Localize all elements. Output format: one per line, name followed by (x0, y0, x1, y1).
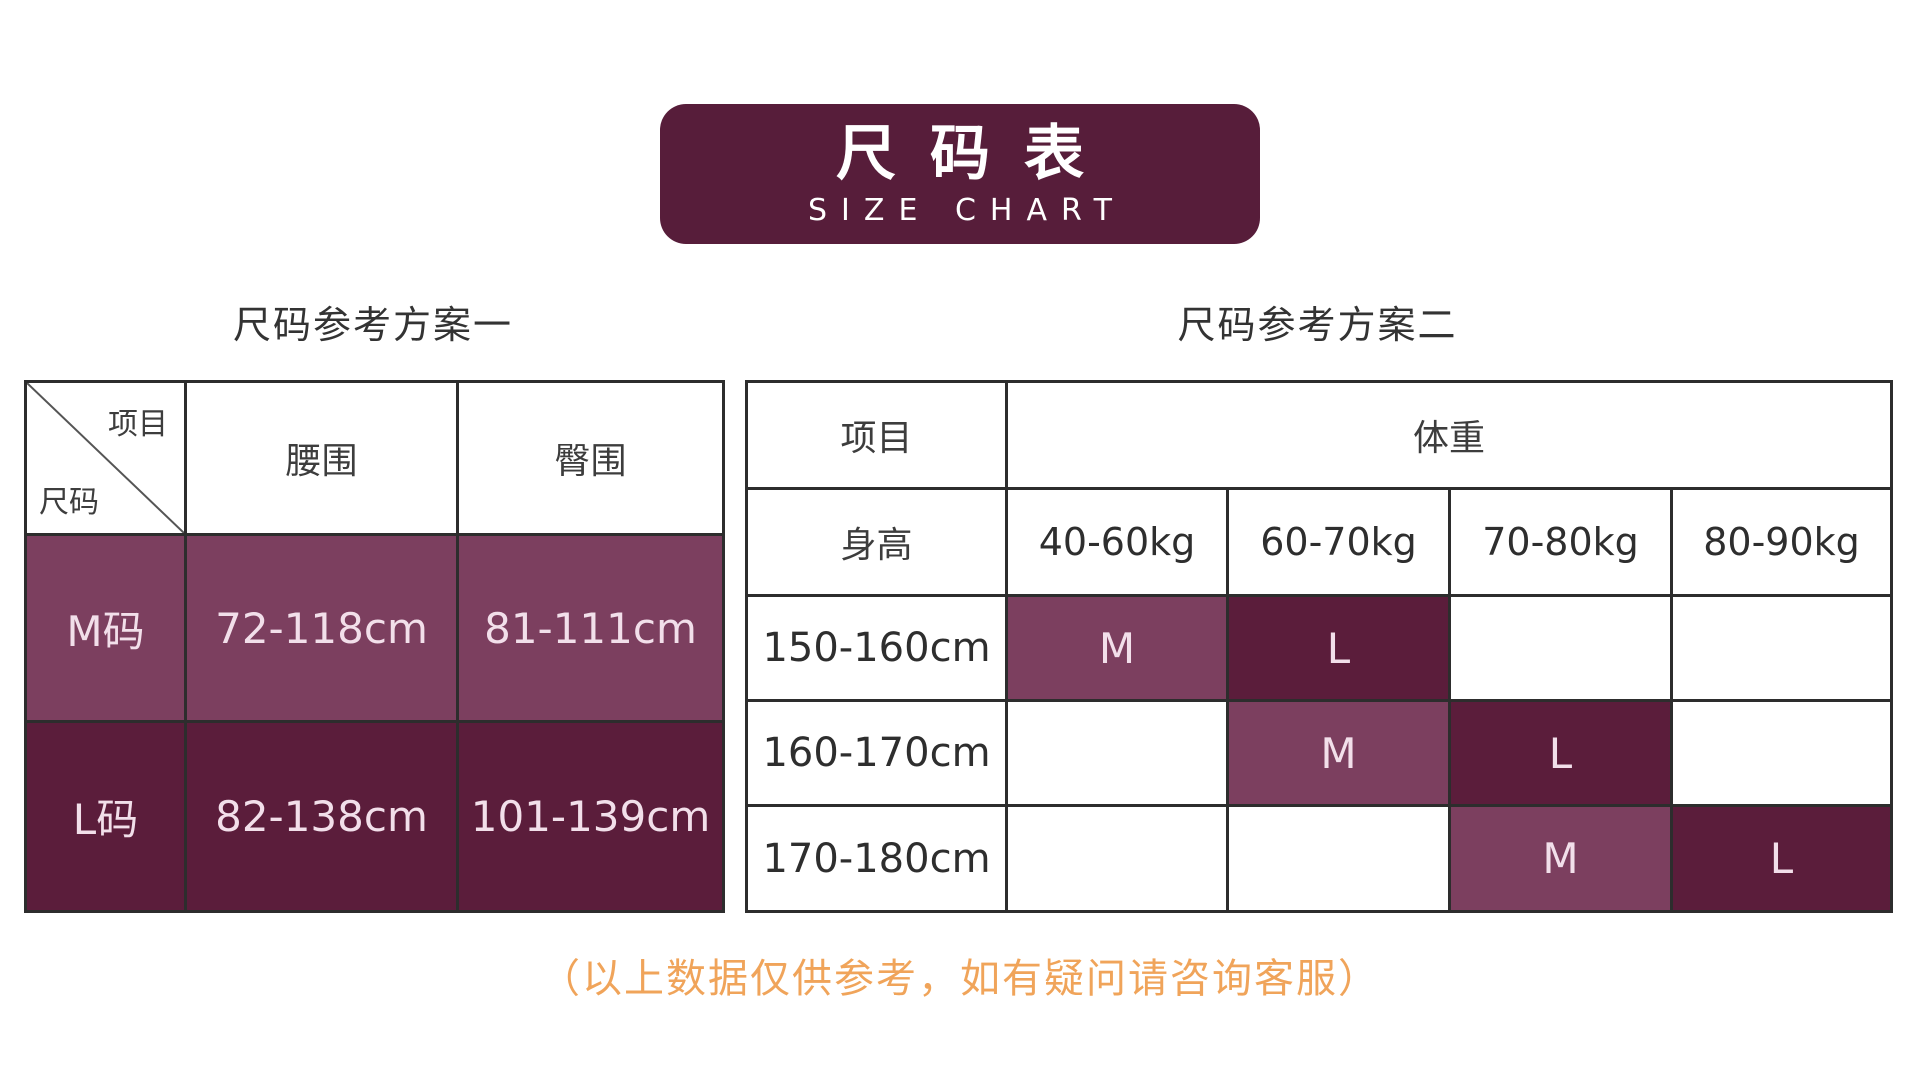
weight-col-header-cell: 70-80kg (1448, 487, 1673, 597)
weight-span-header-cell: 体重 (1004, 380, 1894, 490)
weight-col-header-cell: 60-70kg (1226, 487, 1451, 597)
size-recommendation-cell (1669, 594, 1894, 702)
size-recommendation-cell (1448, 594, 1673, 702)
size-recommendation-cell: M (1005, 594, 1229, 702)
corner-label-size: 尺码 (39, 485, 99, 520)
height-row-150-160: 150-160cm M L (745, 594, 1894, 702)
size-recommendation-cell (1226, 804, 1451, 913)
height-label-cell: 170-180cm (745, 804, 1008, 913)
left-table-subtitle: 尺码参考方案一 (232, 303, 513, 347)
diagonal-divider (28, 384, 183, 532)
weight-col-header-cell: 80-90kg (1669, 487, 1894, 597)
corner-label-item: 项目 (108, 407, 168, 442)
header-row-2: 身高 40-60kg 60-70kg 70-80kg 80-90kg (745, 487, 1894, 597)
size-recommendation-cell: M (1448, 804, 1673, 913)
corner-cell: 项目 尺码 (24, 380, 187, 536)
size-recommendation-cell (1005, 699, 1229, 807)
size-recommendation-cell: L (1669, 804, 1894, 913)
height-header-cell: 身高 (745, 487, 1008, 597)
height-row-170-180: 170-180cm M L (745, 804, 1894, 913)
waist-value-cell: 82-138cm (184, 720, 459, 913)
hip-value-cell: 101-139cm (456, 720, 725, 913)
header-row: 项目 尺码 腰围 臀围 (24, 380, 725, 536)
size-label-cell: L码 (24, 720, 187, 913)
size-recommendation-cell: L (1448, 699, 1673, 807)
size-recommendation-cell: L (1226, 594, 1451, 702)
waist-header-cell: 腰围 (184, 380, 459, 536)
size-recommendation-cell (1005, 804, 1229, 913)
height-weight-table: 项目 体重 身高 40-60kg 60-70kg 70-80kg 80-90kg… (745, 380, 1894, 913)
hip-header-cell: 臀围 (456, 380, 725, 536)
header-row-1: 项目 体重 (745, 380, 1894, 490)
measurement-table: 项目 尺码 腰围 臀围 M码 72-118cm 81-111cm L码 82-1… (24, 380, 725, 913)
item-header-cell: 项目 (745, 380, 1008, 490)
banner-title-en: SIZE CHART (808, 193, 1126, 228)
size-recommendation-cell: M (1226, 699, 1451, 807)
footnote-disclaimer: （以上数据仅供参考，如有疑问请咨询客服） (540, 956, 1380, 1002)
size-l-row: L码 82-138cm 101-139cm (24, 720, 725, 913)
height-label-cell: 150-160cm (745, 594, 1008, 702)
waist-value-cell: 72-118cm (184, 533, 459, 723)
height-row-160-170: 160-170cm M L (745, 699, 1894, 807)
banner-title-cn: 尺码表 (836, 119, 1118, 189)
size-recommendation-cell (1669, 699, 1894, 807)
right-table-subtitle: 尺码参考方案二 (1177, 303, 1458, 347)
size-m-row: M码 72-118cm 81-111cm (24, 533, 725, 723)
hip-value-cell: 81-111cm (456, 533, 725, 723)
size-chart-banner: 尺码表 SIZE CHART (660, 104, 1260, 244)
weight-col-header-cell: 40-60kg (1005, 487, 1229, 597)
size-label-cell: M码 (24, 533, 187, 723)
height-label-cell: 160-170cm (745, 699, 1008, 807)
